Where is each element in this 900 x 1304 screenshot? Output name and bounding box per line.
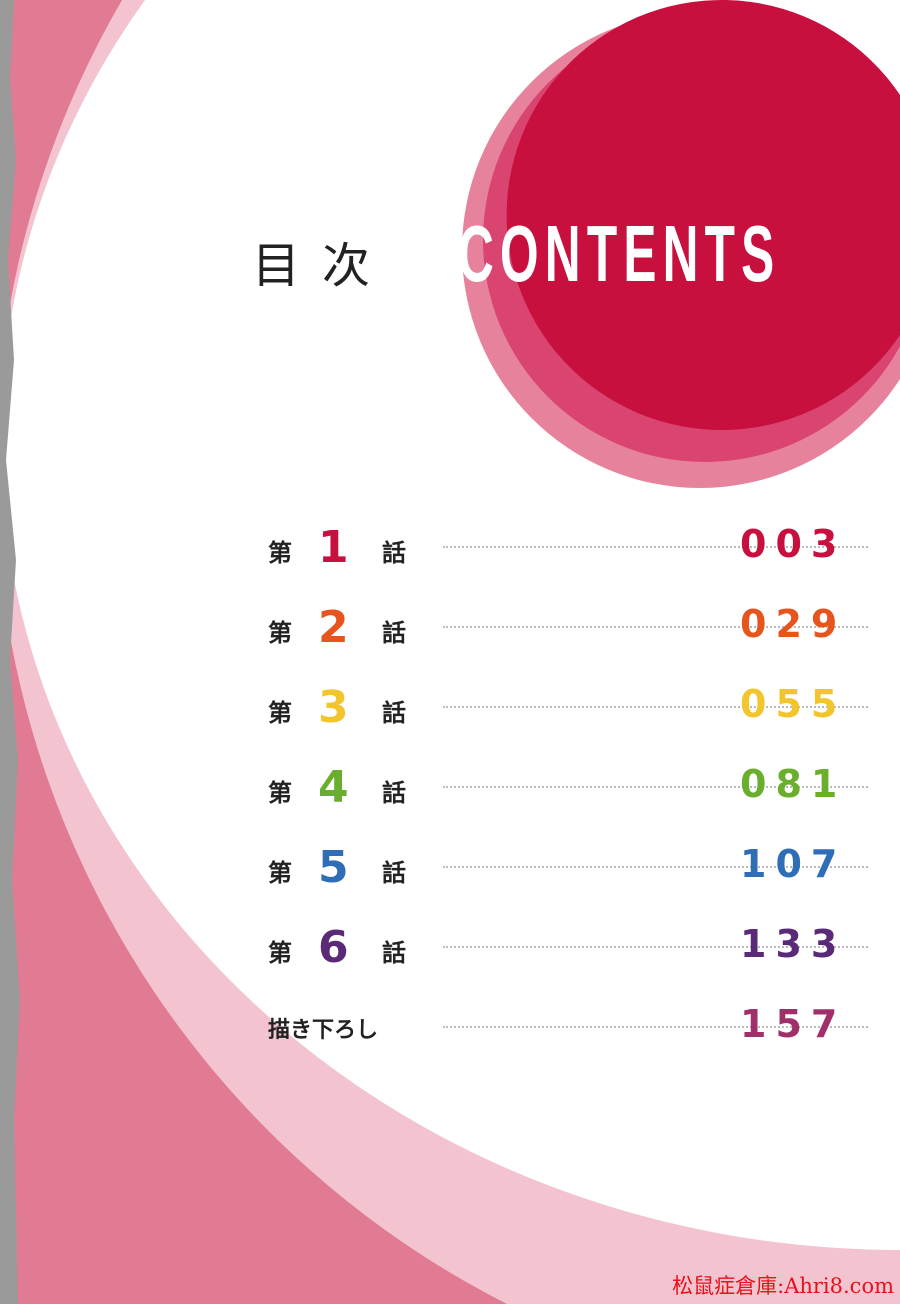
chapter-suffix: 話 [382, 619, 406, 647]
chapter-label: 第 4 話 [268, 762, 406, 813]
table-of-contents: 第 1 話 003 第 2 話 029 第 3 話 055 第 4 話 081 … [268, 520, 868, 1080]
page-number: 003 [740, 522, 847, 566]
chapter-suffix: 話 [382, 859, 406, 887]
page-number: 081 [740, 762, 847, 806]
toc-row-bonus[interactable]: 描き下ろし 157 [268, 1000, 868, 1080]
chapter-suffix: 話 [382, 539, 406, 567]
page-number: 133 [740, 922, 847, 966]
chapter-suffix: 話 [382, 779, 406, 807]
chapter-label: 第 1 話 [268, 522, 406, 573]
toc-row-chapter-2[interactable]: 第 2 話 029 [268, 600, 868, 680]
torn-edge [0, 0, 20, 1304]
chapter-prefix: 第 [268, 939, 292, 967]
page-number: 055 [740, 682, 847, 726]
dot-leader [443, 706, 868, 708]
dot-leader [443, 866, 868, 868]
chapter-label: 第 6 話 [268, 922, 406, 973]
chapter-number: 2 [318, 602, 349, 653]
page-number: 157 [740, 1002, 847, 1046]
chapter-label: 第 3 話 [268, 682, 406, 733]
chapter-number: 1 [318, 522, 349, 573]
watermark: 松鼠症倉庫:Ahri8.com [672, 1274, 894, 1298]
toc-row-chapter-1[interactable]: 第 1 話 003 [268, 520, 868, 600]
page-number: 107 [740, 842, 847, 886]
dot-leader [443, 1026, 868, 1028]
bonus-label: 描き下ろし [268, 1018, 379, 1043]
chapter-number: 4 [318, 762, 349, 813]
title-english: CONTENTS [458, 209, 781, 298]
chapter-label: 第 2 話 [268, 602, 406, 653]
page-number: 029 [740, 602, 847, 646]
chapter-label: 第 5 話 [268, 842, 406, 893]
chapter-number: 5 [318, 842, 349, 893]
dot-leader [443, 546, 868, 548]
crimson-circle [506, 0, 900, 430]
title-japanese: 目次 [252, 238, 393, 294]
chapter-prefix: 第 [268, 699, 292, 727]
toc-row-chapter-6[interactable]: 第 6 話 133 [268, 920, 868, 1000]
chapter-suffix: 話 [382, 699, 406, 727]
chapter-number: 6 [318, 922, 349, 973]
chapter-prefix: 第 [268, 539, 292, 567]
dot-leader [443, 786, 868, 788]
toc-row-chapter-5[interactable]: 第 5 話 107 [268, 840, 868, 920]
toc-row-chapter-3[interactable]: 第 3 話 055 [268, 680, 868, 760]
dot-leader [443, 626, 868, 628]
chapter-number: 3 [318, 682, 349, 733]
chapter-prefix: 第 [268, 619, 292, 647]
dot-leader [443, 946, 868, 948]
chapter-prefix: 第 [268, 779, 292, 807]
toc-row-chapter-4[interactable]: 第 4 話 081 [268, 760, 868, 840]
chapter-suffix: 話 [382, 939, 406, 967]
chapter-prefix: 第 [268, 859, 292, 887]
